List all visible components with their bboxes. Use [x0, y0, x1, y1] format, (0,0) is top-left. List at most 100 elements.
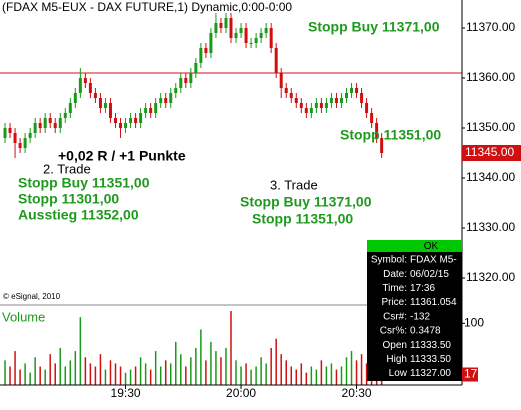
candle-body [73, 93, 77, 103]
volume-bar [139, 357, 142, 385]
info-box-header-bg [367, 240, 462, 252]
candle-body [249, 43, 253, 44]
volume-bar [335, 369, 338, 385]
copyright: © eSignal, 2010 [3, 292, 61, 301]
candle-body [88, 83, 92, 93]
volume-bar [34, 357, 36, 385]
volume-bar [265, 363, 267, 385]
volume-bar [330, 363, 333, 385]
candle-body [294, 98, 298, 103]
volume-bar [79, 317, 82, 385]
volume-bar [215, 351, 217, 385]
candle-body [279, 73, 283, 88]
volume-bar [185, 366, 187, 385]
volume-bar [190, 357, 192, 385]
volume-bar [350, 351, 353, 385]
volume-bar [365, 363, 368, 385]
last-price-label: 11345.00 [465, 145, 514, 159]
volume-bar [300, 363, 303, 385]
volume-bar [205, 360, 207, 385]
candle-body [355, 88, 359, 93]
candle-body [319, 103, 323, 108]
volume-bar [159, 366, 162, 385]
last-volume-label: 17 [464, 367, 478, 381]
candle-body [78, 78, 82, 93]
candle-body [154, 103, 158, 113]
volume-bar [320, 360, 323, 385]
candle-body [259, 33, 263, 38]
candle-body [134, 118, 138, 123]
volume-bar [124, 372, 127, 385]
info-label: Open [383, 340, 407, 351]
volume-bar [325, 366, 328, 385]
annotation: Ausstieg 11352,00 [18, 207, 139, 223]
candle-body [58, 118, 62, 128]
y-tick-label: 11360.00 [466, 70, 515, 84]
annotation: 2. Trade [43, 161, 91, 176]
volume-bar [240, 366, 242, 385]
candle-body [199, 48, 203, 63]
volume-bar [94, 366, 97, 385]
candle-body [28, 133, 32, 138]
candle-body [98, 98, 102, 108]
candle-body [350, 88, 354, 93]
info-label: Csr%: [380, 326, 407, 337]
candle-body [224, 18, 228, 28]
volume-bar [310, 366, 313, 385]
volume-bar [74, 351, 77, 385]
info-label: Time: [382, 283, 407, 294]
x-tick-label: 20:00 [226, 386, 256, 400]
volume-bar [255, 366, 257, 385]
x-tick-label: 19:30 [111, 386, 141, 400]
volume-bar [39, 366, 41, 385]
annotation: +0,02 R / +1 Punkte [58, 148, 186, 164]
candle-body [264, 28, 268, 33]
volume-bar [54, 363, 56, 385]
candle-body [244, 28, 248, 43]
candle-body [254, 38, 258, 43]
volume-bar [230, 311, 232, 385]
volume-bar [270, 348, 272, 385]
candle-body [169, 93, 173, 103]
y-tick-label: 11320.00 [466, 270, 515, 284]
volume-bar [49, 354, 51, 385]
volume-bar [290, 366, 293, 385]
candle-body [304, 108, 308, 113]
volume-bar [99, 354, 102, 385]
annotation: Stopp Buy 11371,00 [240, 194, 372, 210]
info-label: Low [389, 368, 408, 379]
volume-bar [144, 363, 147, 385]
info-value: 06/02/15 [410, 269, 449, 280]
candle-body [329, 98, 333, 103]
candle-body [194, 63, 198, 73]
volume-bar [225, 348, 227, 385]
candle-body [93, 93, 97, 98]
volume-bar [355, 360, 358, 385]
info-label: Symbol: [371, 255, 407, 266]
y-tick-label: 11350.00 [466, 120, 515, 134]
info-label: High [386, 354, 407, 365]
candle-body [299, 103, 303, 108]
candle-body [375, 123, 379, 138]
info-value: 11327.00 [410, 368, 451, 379]
info-label: Date: [383, 269, 407, 280]
y-tick-label: 11370.00 [466, 20, 515, 34]
candle-body [164, 98, 168, 103]
volume-bar [4, 360, 6, 385]
candle-body [119, 123, 123, 128]
volume-bar [315, 369, 318, 385]
volume-bar [29, 372, 31, 385]
candle-body [114, 118, 117, 123]
candle-body [68, 103, 72, 113]
volume-bar [129, 369, 132, 385]
volume-bar [200, 329, 202, 385]
volume-bar [44, 369, 46, 385]
volume-bar [175, 341, 177, 385]
candle-body [179, 78, 183, 88]
info-box-header: OK [424, 241, 439, 252]
candle-body [370, 113, 374, 123]
candle-body [324, 103, 328, 108]
candle-body [33, 123, 37, 133]
info-box-bg [367, 240, 462, 381]
